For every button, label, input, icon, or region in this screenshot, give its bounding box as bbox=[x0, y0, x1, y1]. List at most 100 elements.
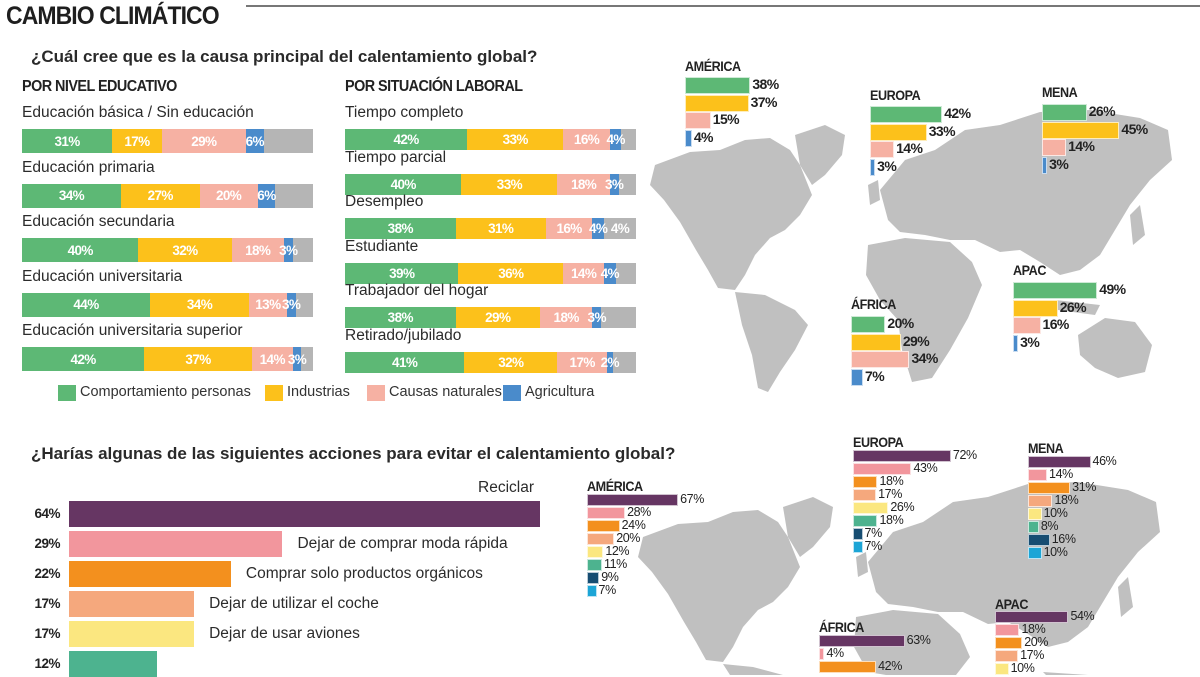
row-label: Tiempo parcial bbox=[345, 148, 447, 166]
legend-label: Industrias bbox=[287, 384, 350, 400]
action-bar bbox=[69, 531, 283, 557]
bar-segment: 3% bbox=[282, 292, 301, 317]
region-value: 10% bbox=[1010, 661, 1035, 675]
map-indonesia bbox=[1055, 300, 1100, 315]
region-value: 26% bbox=[1059, 298, 1087, 315]
region-name: EUROPA bbox=[853, 434, 904, 450]
map-eurasia bbox=[880, 110, 1172, 275]
region-bar bbox=[853, 502, 889, 514]
region-value: 14% bbox=[1068, 138, 1095, 154]
region-value: 45% bbox=[1121, 120, 1148, 137]
bar-segment: 6% bbox=[246, 129, 265, 153]
row-label: Educación universitaria bbox=[22, 267, 183, 285]
region-bar bbox=[819, 635, 905, 647]
action-label: Dejar de utilizar el coche bbox=[209, 595, 379, 612]
bar-segment: 42% bbox=[345, 129, 468, 150]
legend-swatch bbox=[367, 385, 385, 401]
region-bar bbox=[851, 316, 886, 333]
region-value: 43% bbox=[913, 461, 938, 475]
bar-segment: 20% bbox=[199, 183, 258, 208]
region-bar bbox=[851, 351, 910, 368]
map-south-america bbox=[723, 664, 796, 675]
bar-segment: 38% bbox=[345, 307, 456, 328]
region-bar bbox=[1042, 121, 1120, 139]
region-bar bbox=[1042, 156, 1048, 174]
region-bar bbox=[1028, 521, 1039, 533]
region-value: 18% bbox=[879, 513, 904, 527]
bar-segment: 27% bbox=[120, 183, 200, 208]
region-bar bbox=[870, 123, 927, 141]
region-value: 46% bbox=[1092, 454, 1117, 468]
region-bar bbox=[587, 533, 615, 545]
question-2: ¿Harías algunas de las siguientes accion… bbox=[31, 444, 676, 463]
bar-remainder-label: 4% bbox=[610, 221, 630, 236]
region-bar bbox=[1028, 534, 1050, 546]
region-value: 16% bbox=[1042, 316, 1070, 332]
region-bar bbox=[870, 106, 943, 123]
region-value: 20% bbox=[1024, 635, 1049, 649]
region-bar bbox=[870, 141, 895, 158]
bar-segment: 14% bbox=[251, 347, 293, 371]
region-value: 7% bbox=[865, 367, 885, 384]
region-bar bbox=[685, 112, 711, 129]
bar-segment: 16% bbox=[563, 129, 610, 150]
region-bar bbox=[995, 663, 1009, 675]
region-value: 10% bbox=[1043, 506, 1068, 520]
region-value: 38% bbox=[752, 76, 779, 92]
bar-segment: 17% bbox=[557, 351, 607, 373]
region-bar bbox=[587, 572, 600, 584]
action-bar bbox=[69, 591, 195, 617]
region-value: 72% bbox=[952, 448, 977, 462]
map-greenland bbox=[795, 125, 845, 185]
region-value: 3% bbox=[1049, 155, 1069, 172]
region-bar bbox=[851, 333, 901, 351]
region-bar bbox=[1042, 139, 1067, 156]
region-value: 4% bbox=[693, 128, 714, 145]
map-greenland bbox=[783, 497, 833, 557]
region-name: APAC bbox=[1013, 262, 1046, 278]
bar-segment: 4% bbox=[589, 218, 608, 239]
region-value: 49% bbox=[1099, 281, 1126, 297]
region-value: 7% bbox=[864, 526, 883, 540]
region-bar bbox=[851, 368, 864, 386]
region-bar bbox=[1042, 104, 1087, 121]
region-value: 3% bbox=[877, 157, 897, 174]
region-bar bbox=[1013, 317, 1041, 334]
action-bar bbox=[69, 561, 231, 587]
region-value: 42% bbox=[944, 105, 971, 121]
bar-segment: 4% bbox=[601, 262, 620, 284]
region-value: 3% bbox=[1020, 333, 1040, 350]
region-bar bbox=[1028, 508, 1042, 520]
map-north-america bbox=[638, 510, 800, 662]
bar-segment: 3% bbox=[288, 347, 307, 371]
action-percent: 12% bbox=[34, 656, 60, 671]
bar-segment: 16% bbox=[545, 218, 593, 239]
legend-swatch bbox=[58, 385, 76, 401]
title-divider bbox=[246, 5, 1200, 7]
bar-segment: 34% bbox=[22, 183, 121, 208]
region-name: ÁFRICA bbox=[851, 296, 896, 312]
action-bar bbox=[69, 651, 158, 677]
bar-segment: 29% bbox=[455, 307, 540, 328]
subheading-employment: POR SITUACIÓN LABORAL bbox=[345, 78, 523, 95]
bar-segment: 2% bbox=[601, 351, 620, 373]
region-value: 18% bbox=[879, 474, 904, 488]
region-bar bbox=[995, 611, 1069, 623]
region-value: 15% bbox=[712, 111, 740, 127]
region-bar bbox=[587, 546, 604, 558]
bar-segment: 40% bbox=[22, 238, 139, 262]
region-bar bbox=[870, 158, 876, 176]
region-value: 29% bbox=[902, 332, 930, 349]
region-value: 7% bbox=[864, 539, 883, 553]
region-bar bbox=[819, 648, 825, 660]
bar-segment: 3% bbox=[588, 307, 606, 328]
row-label: Trabajador del hogar bbox=[345, 282, 489, 299]
region-bar bbox=[685, 77, 751, 94]
bar-segment: 33% bbox=[461, 173, 558, 195]
world-map-top bbox=[650, 110, 1172, 392]
bar-segment: 38% bbox=[345, 218, 456, 239]
region-bar bbox=[685, 94, 749, 112]
row-label: Educación primaria bbox=[22, 158, 155, 176]
map-japan bbox=[1130, 205, 1145, 245]
